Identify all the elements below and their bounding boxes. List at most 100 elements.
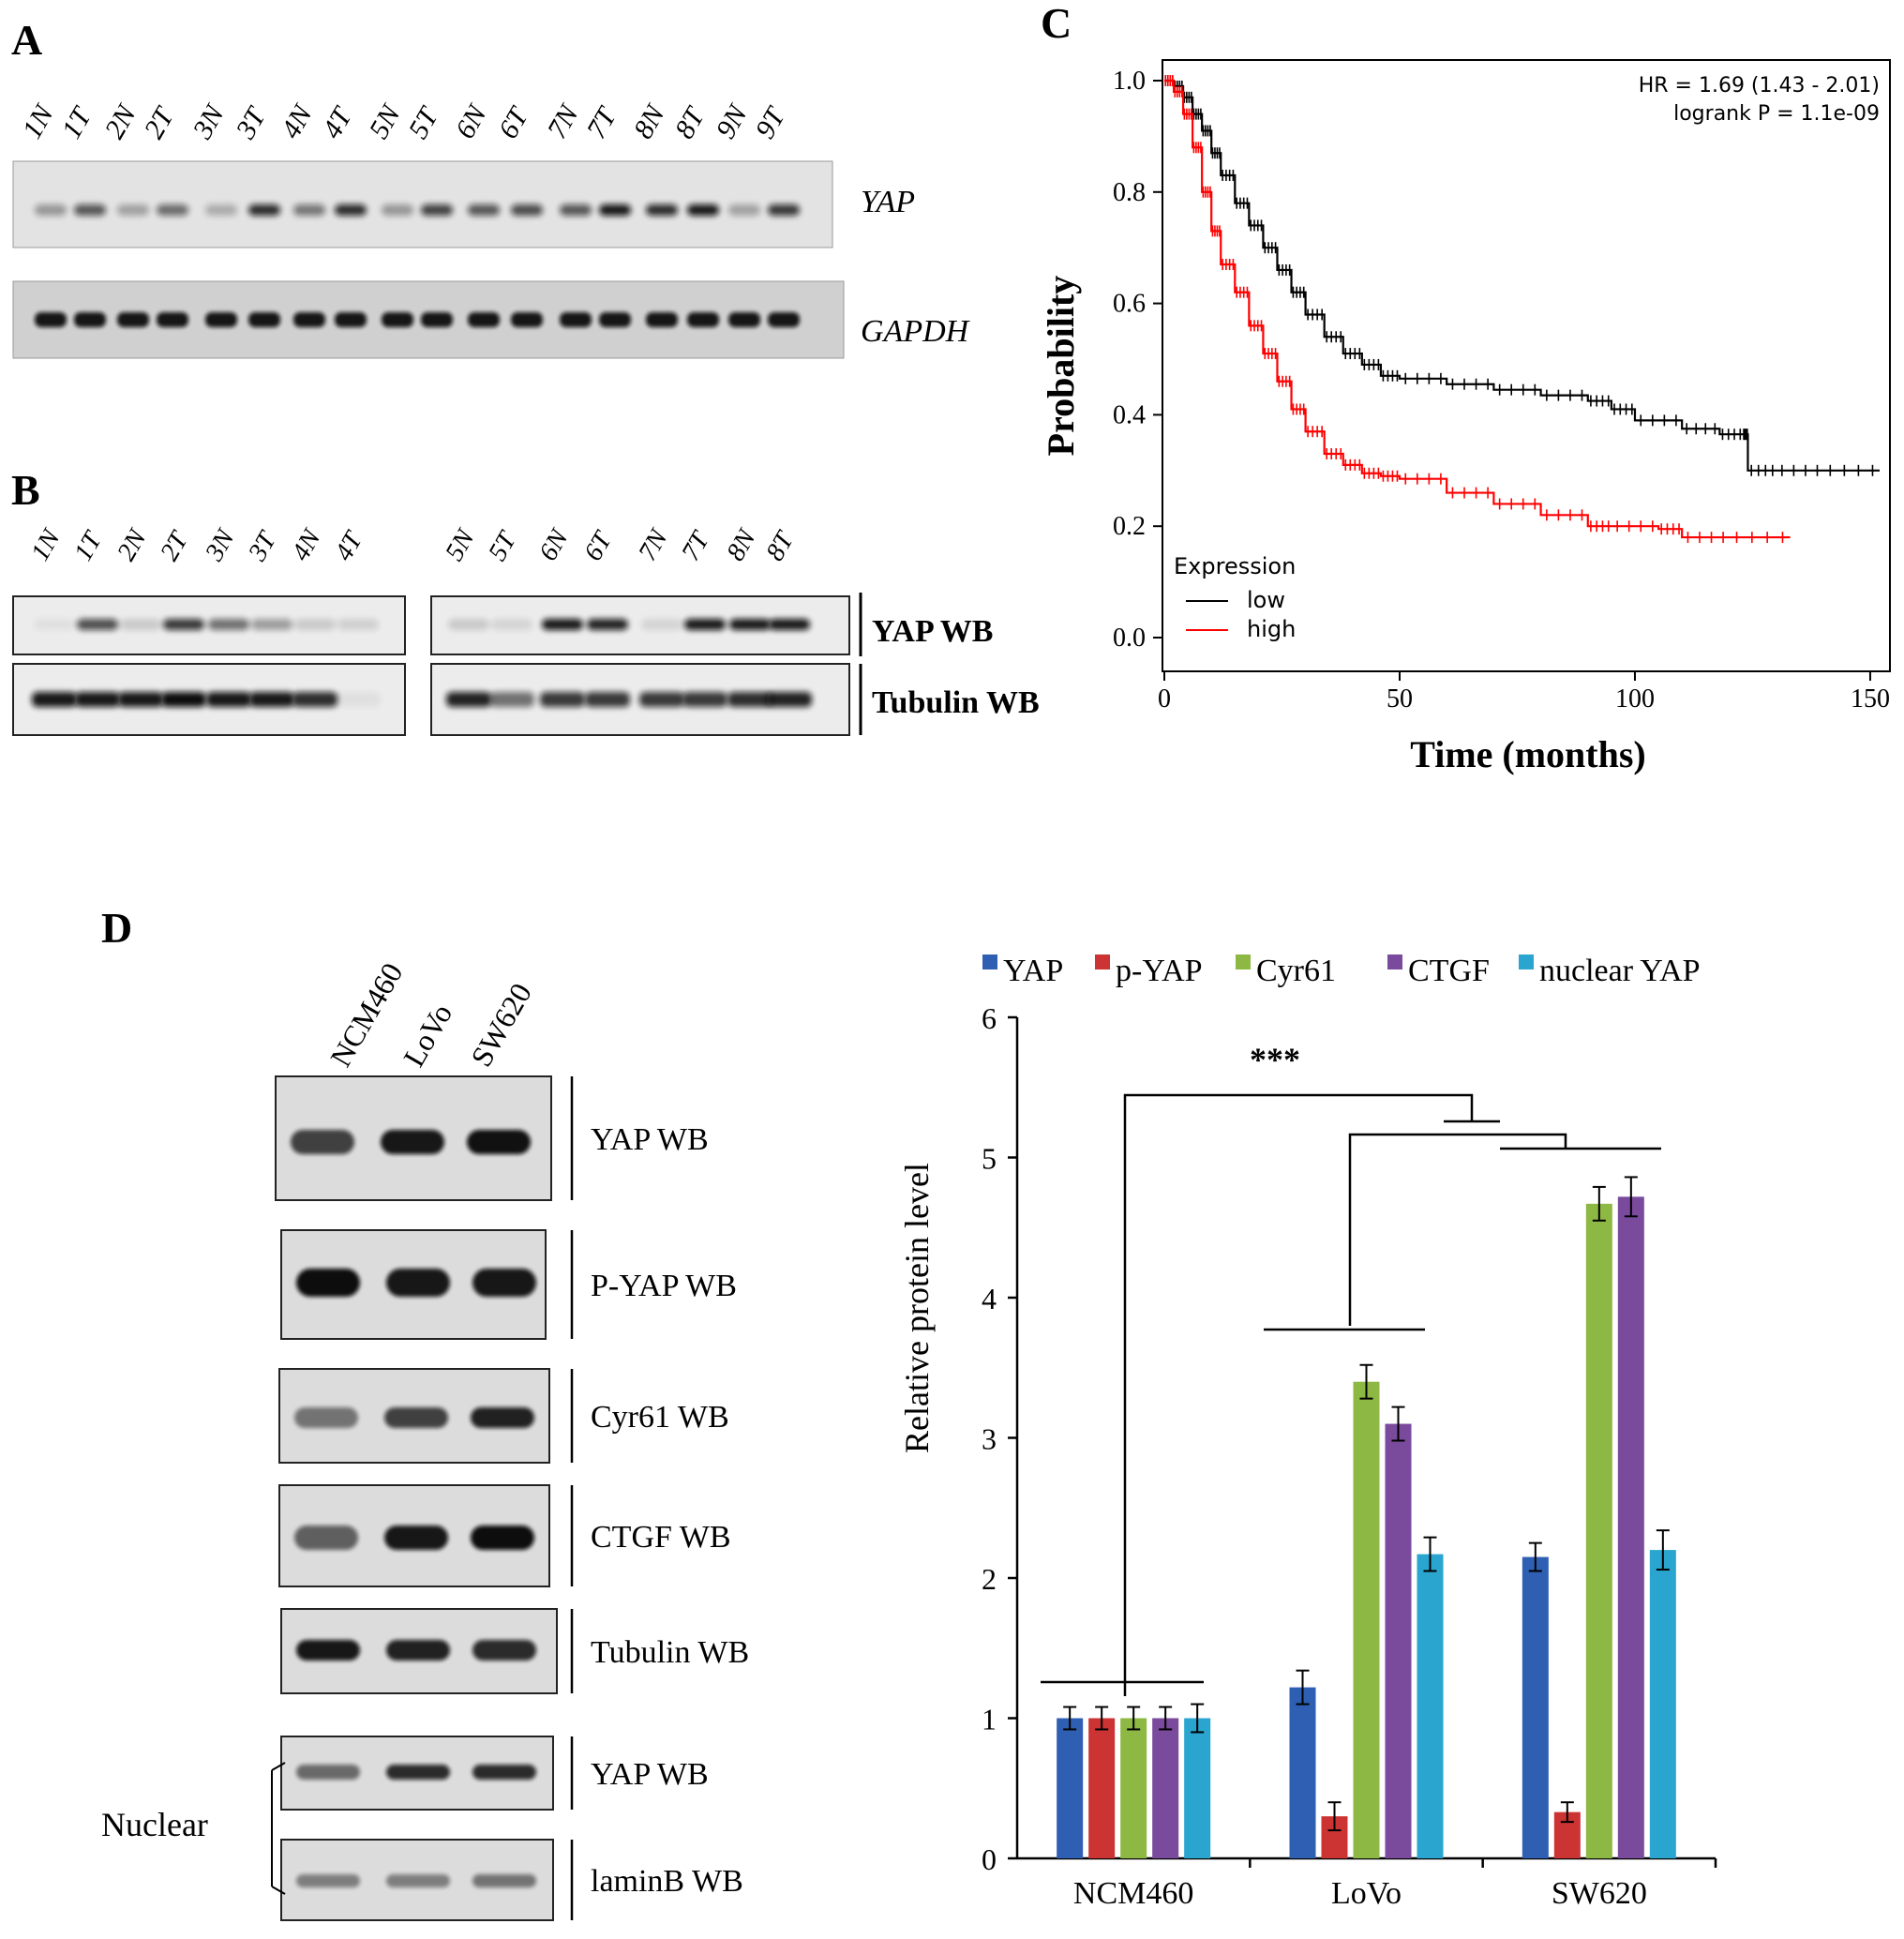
yap-band-4N [293, 204, 325, 216]
lane-label-right-7T: 7T [676, 525, 716, 565]
km-y-tick-label-2: 0.4 [1113, 400, 1146, 429]
blot-band-4-NCM460 [296, 1640, 360, 1661]
tubulin-wb-band-4T [336, 692, 381, 707]
lane-label-3T: 3T [230, 101, 273, 145]
bar-NCM460-Cyr61 [1120, 1718, 1147, 1858]
lane-label-4N: 4N [275, 98, 319, 144]
lane-label-2T: 2T [138, 101, 181, 144]
km-legend-low-label: low [1247, 587, 1285, 613]
blot-band-3-SW620 [471, 1526, 534, 1550]
km-hr-annotation: HR = 1.69 (1.43 - 2.01) [1639, 74, 1880, 98]
panel-b-letter: B [11, 466, 40, 514]
blot-band-4-SW620 [472, 1640, 536, 1661]
lane-label-5T: 5T [402, 101, 445, 144]
yap-wb-band-7N [641, 619, 682, 630]
gapdh-band-1T [74, 312, 106, 327]
tubulin-wb-band-8T [767, 692, 812, 707]
km-x-tick-label-100: 100 [1615, 684, 1655, 714]
bracket-ncm-vs-others [1123, 1093, 1474, 1696]
lane-label-7N: 7N [541, 98, 585, 144]
bar-y-axis-title: Relative protein level [898, 1163, 936, 1453]
gapdh-band-7N [560, 312, 592, 327]
gapdh-band-2N [117, 312, 149, 327]
panel-a-gapdh-label: GAPDH [861, 314, 971, 349]
km-legend-title: Expression [1174, 553, 1296, 579]
blot-lane-label-LoVo: LoVo [397, 998, 458, 1072]
gapdh-band-4N [293, 312, 325, 327]
km-y-tick-label-1: 0.2 [1113, 512, 1146, 541]
tubulin-wb-band-2N [118, 692, 163, 707]
lane-label-4T: 4T [316, 101, 359, 144]
km-y-tick-label-4: 0.8 [1113, 178, 1146, 207]
yap-band-3T [248, 204, 280, 216]
bar-y-tick-label-3: 3 [982, 1422, 997, 1456]
lane-label-left-4N: 4N [286, 524, 327, 566]
yap-band-1N [35, 204, 67, 216]
nuclear-label: Nuclear [101, 1806, 208, 1843]
lane-label-right-6T: 6T [578, 525, 619, 565]
blot-band-2-LoVo [384, 1407, 448, 1428]
km-plot-frame [1162, 59, 1891, 672]
nuclear-bracket-top [271, 1762, 286, 1771]
lane-label-right-7N: 7N [633, 524, 674, 566]
yap-band-6T [511, 204, 543, 216]
blot-band-5-NCM460 [296, 1765, 360, 1780]
yap-wb-band-2N [120, 619, 161, 630]
bar-NCM460-YAP [1057, 1718, 1084, 1858]
bar-LoVo-Cyr61 [1353, 1381, 1380, 1858]
yap-wb-band-4N [294, 619, 336, 630]
lane-label-left-1T: 1T [68, 525, 109, 565]
yap-wb-band-5T [491, 619, 532, 630]
bar-y-tick-label-5: 5 [982, 1142, 997, 1176]
lane-label-9T: 9T [749, 101, 792, 144]
yap-band-7N [560, 204, 592, 216]
blot-band-2-NCM460 [294, 1407, 358, 1428]
tubulin-wb-band-6N [540, 692, 585, 707]
tubulin-wb-band-5T [489, 692, 534, 707]
lane-label-9N: 9N [710, 98, 754, 144]
blot-label-2: Cyr61 WB [591, 1400, 729, 1435]
legend-label-CTGF: CTGF [1408, 954, 1490, 988]
blot-band-0-NCM460 [291, 1130, 354, 1154]
legend-label-p-YAP: p-YAP [1116, 954, 1203, 988]
lane-label-left-2T: 2T [155, 525, 195, 565]
km-y-tick-label-3: 0.6 [1113, 290, 1146, 319]
km-y-axis-title: Probability [1040, 276, 1082, 457]
legend-swatch-nuclear-YAP [1519, 954, 1534, 970]
bar-category-label-NCM460: NCM460 [1073, 1876, 1193, 1911]
yap-wb-band-6N [542, 619, 583, 630]
yap-wb-band-1T [77, 619, 118, 630]
km-curves [1164, 75, 1880, 544]
bar-legend: YAP p-YAP Cyr61 CTGF nuclear YAP [982, 954, 1701, 988]
yap-wb-band-5N [448, 619, 489, 630]
nuclear-bracket-bottom [271, 1886, 286, 1895]
lane-label-7T: 7T [580, 101, 623, 144]
gapdh-band-6T [511, 312, 543, 327]
panel-b-yap-label: YAP WB [872, 614, 993, 649]
bar-LoVo-CTGF [1385, 1423, 1412, 1858]
yap-wb-band-3T [251, 619, 292, 630]
panel-b-tubulin-label: Tubulin WB [872, 685, 1040, 720]
tubulin-wb-band-3T [249, 692, 294, 707]
blot-band-1-NCM460 [296, 1269, 360, 1297]
tubulin-wb-band-2T [161, 692, 206, 707]
blot-band-1-LoVo [386, 1269, 450, 1297]
lane-label-left-3T: 3T [243, 525, 283, 566]
gapdh-band-3N [205, 312, 237, 327]
yap-band-8N [646, 204, 678, 216]
bar-y-tick-label-1: 1 [982, 1703, 997, 1736]
bar-category-label-LoVo: LoVo [1331, 1876, 1402, 1911]
tubulin-wb-band-4N [292, 692, 337, 707]
yap-wb-band-4T [337, 619, 379, 630]
yap-band-5T [421, 204, 453, 216]
km-curve-high [1164, 79, 1791, 539]
gapdh-band-8T [687, 312, 719, 327]
blot-band-3-LoVo [384, 1526, 448, 1550]
blot-label-4: Tubulin WB [591, 1635, 749, 1670]
bar-NCM460-p-YAP [1088, 1718, 1116, 1858]
lane-label-6N: 6N [449, 98, 493, 144]
panel-d-letter: D [101, 904, 132, 952]
